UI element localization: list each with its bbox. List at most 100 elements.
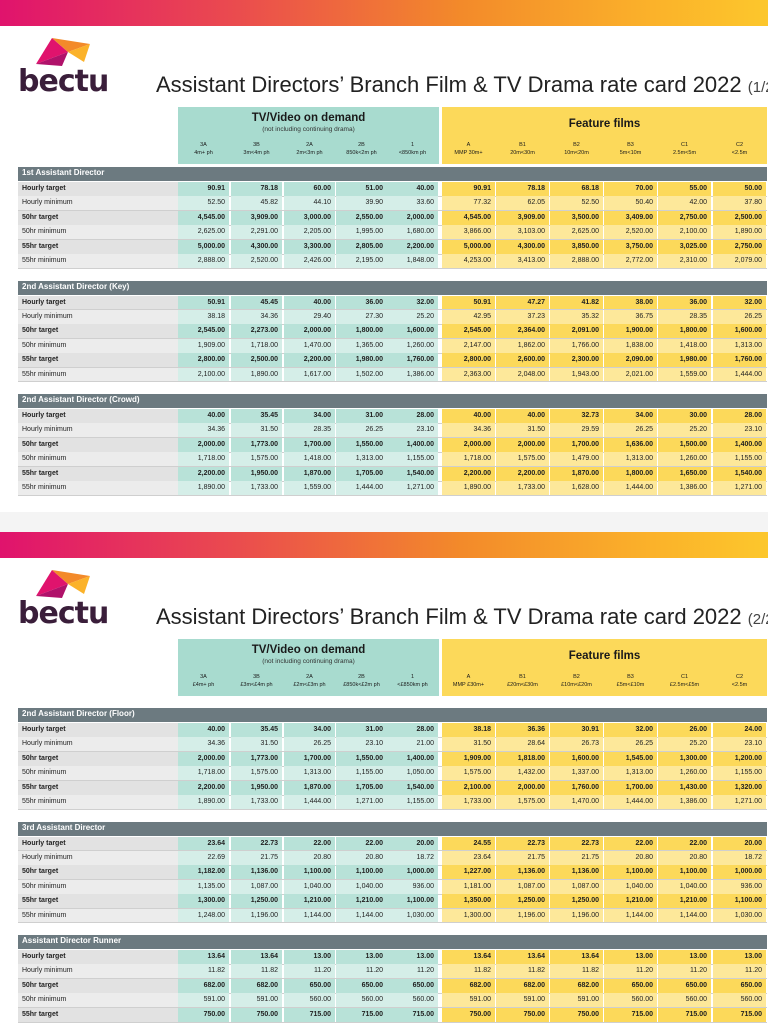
tv-rate-cell: 22.00 [284,836,335,851]
rate-value: 30.00 [689,412,707,419]
rate-value: 1,733.00 [517,484,545,491]
section-header: 2nd Assistant Director (Key) [18,280,767,295]
ff-rate-cell: 682.00 [496,978,549,994]
ff-rate-cell: 1,575.00 [496,452,549,467]
tv-rate-cell: 34.00 [284,409,335,424]
rate-value: 36.36 [527,726,545,733]
rate-value: 1,479.00 [571,455,599,463]
rate-value: 34.36 [207,740,225,748]
ff-rate-cell: 4,545.00 [442,210,495,226]
tv-rate-cell: 1,890.00 [178,795,229,810]
tv-rate-cell: 2,200.00 [284,353,335,368]
ff-rate-cell: 2,079.00 [713,254,766,269]
tv-rate-cell: 1,210.00 [336,894,387,909]
rate-value: 1,636.00 [625,440,653,448]
ff-rate-cell: 40.00 [442,409,495,424]
tv-rate-cell: 11.82 [231,964,282,979]
rate-value: 2,147.00 [463,341,491,349]
column-code: 3B [253,674,260,680]
rate-value: 45.45 [260,298,278,306]
column-budget: £10m<£20m [561,682,592,688]
row-label-bg [18,879,178,895]
bectu-logo: bectu [18,34,110,99]
rate-value: 1,400.00 [406,440,434,448]
table-row: 55hr target 5,000.00 4,300.00 3,300.00 2,805… [18,239,767,254]
rate-value: 2,205.00 [303,228,331,236]
ff-rate-cell: 23.10 [713,423,766,438]
rate-value: 1,575.00 [517,455,545,463]
rate-value: 1,559.00 [679,370,707,378]
tv-rate-cell: 1,136.00 [231,865,282,880]
rate-value: 1,260.00 [406,341,434,349]
ff-rate-cell: 11.20 [658,964,711,979]
rate-value: 36.75 [635,312,653,320]
rate-value: 1,100.00 [625,868,653,876]
ff-rate-cell: 2,364.00 [496,324,549,339]
tv-rate-cell: 1,718.00 [231,338,282,354]
tv-rate-cell: 715.00 [336,1007,387,1022]
rate-value: 1,760.00 [406,356,434,364]
rate-value: 31.50 [260,426,278,434]
ff-rate-cell: 47.27 [496,295,549,310]
ff-rate-cell: 591.00 [496,993,549,1008]
rate-value: 18.72 [416,853,434,861]
tv-rate-cell: 4,300.00 [231,239,282,254]
rate-value: 22.00 [365,839,383,847]
ff-rate-cell: 2,000.00 [496,780,549,795]
ff-column-header: A MMP 30m+ [442,141,495,157]
rate-value: 34.36 [207,426,225,434]
section-header: 2nd Assistant Director (Crowd) [18,394,767,408]
rate-value: 1,313.00 [355,455,383,463]
tv-rate-cell: 1,502.00 [336,367,387,382]
tv-rate-cell: 1,155.00 [387,795,438,810]
rate-value: 35.45 [260,726,278,733]
rate-value: 1,800.00 [625,469,653,477]
ff-rate-cell: 650.00 [604,978,657,994]
ff-rate-cell: 2,000.00 [496,437,549,453]
ff-column-header: B2 £10m<£20m [550,673,603,689]
column-code: 3A [200,142,207,148]
ff-rate-cell: 90.91 [442,182,495,197]
column-code: B2 [573,674,580,680]
rate-value: 1,386.00 [406,370,434,378]
ff-rate-cell: 13.64 [496,950,549,965]
tv-rate-cell: 35.45 [231,409,282,424]
table-row: 55hr minimum 1,248.00 1,196.00 1,144.00 1,14… [18,908,767,923]
rate-value: 52.50 [581,199,599,207]
rate-value: 2,000.00 [463,440,491,448]
rate-value: 1,386.00 [679,484,707,491]
rate-value: 1,890.00 [197,484,225,491]
tv-rate-cell: 1,733.00 [231,795,282,810]
rate-value: 1,575.00 [250,455,278,463]
rate-value: 3,000.00 [303,213,331,221]
column-budget: £5m<£10m [616,682,645,688]
ff-rate-cell: 1,200.00 [713,751,766,767]
ff-rate-cell: 40.00 [496,409,549,424]
tv-rate-cell: 20.80 [336,850,387,866]
rate-value: 2,300.00 [571,356,599,364]
tv-rate-cell: 2,100.00 [178,367,229,382]
rate-value: 2,291.00 [250,228,278,236]
rate-value: 40.00 [207,726,225,733]
rate-value: 1,773.00 [250,754,278,762]
rate-value: 1,444.00 [303,798,331,805]
table-row: Hourly minimum 52.50 45.82 44.10 39.90 33.60 7… [18,196,767,211]
tv-rate-cell: 1,100.00 [284,865,335,880]
rate-value: 1,320.00 [734,783,762,791]
column-budget: <850km ph [398,150,427,156]
table-row: Hourly minimum 38.18 34.36 29.40 27.30 25.20 4… [18,309,767,325]
column-budget: MMP £30m+ [452,682,485,688]
rate-value: 5,000.00 [197,242,225,250]
ff-rate-cell: 5,000.00 [442,239,495,254]
tv-rate-cell: 2,520.00 [231,254,282,269]
rate-value: 50.00 [744,185,762,192]
rate-value: 13.00 [689,953,707,960]
rate-value: 36.00 [365,298,383,306]
rate-value: 1,705.00 [355,469,383,477]
ff-rate-cell: 62.05 [496,196,549,211]
row-label: 50hr target [22,327,59,335]
rate-value: 1,271.00 [734,484,762,491]
column-code: B1 [519,142,526,148]
ff-rate-cell: 2,600.00 [496,353,549,368]
column-budget: 3m<4m ph [243,150,270,156]
